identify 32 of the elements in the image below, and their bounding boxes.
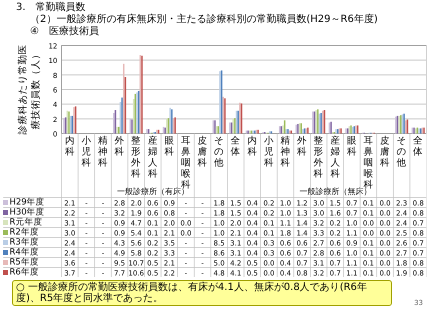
legend-label: R元年度 [10, 216, 42, 228]
y-axis-title: 診療科あたり常勤医療技術員数（人） [16, 44, 42, 134]
x-tick-label: その他 [214, 136, 224, 168]
x-tick-label: その他 [396, 136, 407, 168]
x-tick-label: 全体 [230, 134, 241, 158]
x-tick-label: 整形外科 [131, 134, 142, 180]
x-tick-label: 全体 [413, 134, 424, 158]
x-tick-label: 外科 [114, 136, 125, 158]
x-tick-label: 皮膚科 [198, 134, 208, 168]
text: ○ 一般診療所の常勤医療技術員数は、有床が4.1人、無床が0.8人であり(R6年度)、R5年度と同水準であった。 [12, 280, 392, 306]
x-tick-label: 産婦人科 [148, 134, 158, 180]
x-tick-label: 精神科 [98, 134, 108, 168]
x-tick-label: 内科 [64, 134, 75, 158]
x-tick-label: 整形外科 [314, 134, 324, 180]
legend-label: R3年度 [10, 236, 39, 248]
chart-title: 3. 常勤職員数 [15, 2, 87, 14]
x-tick-label: 内科 [247, 134, 258, 158]
legend-label: H29年度 [10, 196, 45, 208]
x-tick-label: 産婦人科 [330, 134, 340, 180]
x-tick-label: 眼科 [346, 136, 357, 158]
legend-label: H30年度 [10, 206, 45, 218]
x-tick-label: 小児科 [81, 134, 92, 168]
legend-label: R2年度 [10, 226, 39, 238]
x-tick-label: 精神科 [280, 134, 290, 168]
x-tick-label: 小児科 [264, 134, 274, 168]
x-tick-label: 外科 [297, 136, 308, 158]
legend-label: R6年度 [10, 266, 39, 278]
x-tick-label: 眼科 [164, 136, 174, 158]
legend-label: R5年度 [10, 256, 39, 268]
x-tick-label: 皮膚科 [380, 134, 390, 168]
legend-label: R4年度 [10, 246, 39, 258]
chart-subtitle: （2）一般診療所の有床無床別・主たる診療科別の常勤職員数(H29～R6年度) ④ 医療技術員 [29, 14, 378, 38]
